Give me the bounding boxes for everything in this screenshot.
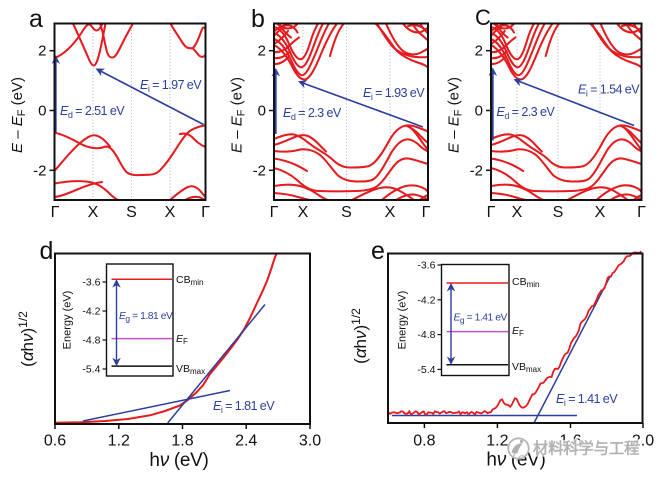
- svg-text:0: 0: [38, 103, 46, 120]
- svg-text:EF: EF: [176, 333, 188, 346]
- svg-text:Energy (eV): Energy (eV): [397, 291, 409, 350]
- svg-text:0.8: 0.8: [413, 433, 435, 450]
- svg-text:e: e: [371, 237, 385, 265]
- svg-text:2.4: 2.4: [235, 433, 257, 450]
- svg-text:3.0: 3.0: [299, 433, 321, 450]
- svg-text:-4.2: -4.2: [82, 306, 100, 318]
- svg-text:Γ: Γ: [637, 204, 646, 221]
- svg-text:X: X: [298, 204, 309, 221]
- svg-text:Γ: Γ: [51, 204, 60, 221]
- svg-text:S: S: [553, 204, 564, 221]
- svg-text:X: X: [595, 204, 606, 221]
- svg-text:VBmax: VBmax: [176, 363, 205, 376]
- svg-text:Energy (eV): Energy (eV): [62, 291, 74, 350]
- svg-text:Γ: Γ: [201, 204, 210, 221]
- svg-text:0: 0: [258, 103, 266, 120]
- svg-text:CBmin: CBmin: [176, 274, 203, 287]
- svg-text:-2: -2: [253, 162, 266, 179]
- svg-text:材料科学与工程: 材料科学与工程: [533, 440, 639, 458]
- svg-text:Ei = 1.93 eV: Ei = 1.93 eV: [363, 86, 425, 102]
- svg-text:1.2: 1.2: [486, 433, 508, 450]
- svg-text:hν (eV): hν (eV): [486, 450, 545, 471]
- svg-text:材料科学与工程: 材料科学与工程: [533, 440, 639, 458]
- svg-text:-5.4: -5.4: [417, 364, 435, 376]
- svg-text:Ed = 2.51 eV: Ed = 2.51 eV: [60, 104, 125, 120]
- svg-text:-3.6: -3.6: [417, 260, 435, 272]
- svg-text:E – EF (eV): E – EF (eV): [9, 77, 28, 153]
- svg-text:Γ: Γ: [270, 204, 279, 221]
- svg-text:Ei = 1.81 eV: Ei = 1.81 eV: [213, 399, 275, 415]
- svg-text:Eg = 1.41 eV: Eg = 1.41 eV: [454, 313, 508, 326]
- svg-text:-2: -2: [470, 162, 483, 179]
- svg-text:2: 2: [475, 43, 483, 60]
- svg-text:a: a: [29, 5, 43, 33]
- svg-text:S: S: [341, 204, 352, 221]
- svg-text:Ei = 1.41 eV: Ei = 1.41 eV: [556, 392, 618, 408]
- svg-text:-3.6: -3.6: [82, 277, 100, 289]
- svg-text:d: d: [40, 237, 54, 265]
- svg-text:-2: -2: [33, 162, 46, 179]
- svg-text:1.2: 1.2: [108, 433, 130, 450]
- svg-text:Γ: Γ: [487, 204, 496, 221]
- svg-text:X: X: [512, 204, 523, 221]
- svg-text:1.8: 1.8: [171, 433, 193, 450]
- svg-text:Ei = 1.54 eV: Ei = 1.54 eV: [578, 83, 640, 99]
- svg-text:Ei = 1.97 eV: Ei = 1.97 eV: [140, 78, 202, 94]
- svg-text:X: X: [385, 204, 396, 221]
- svg-text:Ed = 2.3 eV: Ed = 2.3 eV: [283, 106, 342, 122]
- svg-text:2.0: 2.0: [632, 433, 654, 450]
- svg-text:-4.8: -4.8: [82, 335, 100, 347]
- svg-text:X: X: [88, 204, 99, 221]
- svg-text:2: 2: [258, 43, 266, 60]
- svg-text:-5.4: -5.4: [82, 364, 100, 376]
- svg-text:EF: EF: [512, 325, 524, 338]
- svg-text:E – EF (eV): E – EF (eV): [229, 77, 248, 153]
- svg-text:-4.2: -4.2: [417, 294, 435, 306]
- svg-text:S: S: [126, 204, 137, 221]
- svg-text:b: b: [251, 5, 265, 33]
- svg-text:0.6: 0.6: [44, 433, 66, 450]
- svg-text:0: 0: [475, 103, 483, 120]
- svg-text:Ed = 2.3 eV: Ed = 2.3 eV: [497, 105, 556, 121]
- svg-text:hν (eV): hν (eV): [149, 450, 208, 471]
- svg-text:2: 2: [38, 43, 46, 60]
- svg-text:-4.8: -4.8: [417, 329, 435, 341]
- svg-text:E – EF (eV): E – EF (eV): [446, 77, 465, 153]
- svg-text:Γ: Γ: [422, 204, 431, 221]
- svg-text:1.6: 1.6: [559, 433, 581, 450]
- svg-text:VBmax: VBmax: [512, 361, 541, 374]
- svg-text:X: X: [165, 204, 176, 221]
- svg-text:CBmin: CBmin: [512, 276, 539, 289]
- svg-text:Eg = 1.81 eV: Eg = 1.81 eV: [119, 311, 173, 324]
- svg-text:C: C: [475, 5, 491, 30]
